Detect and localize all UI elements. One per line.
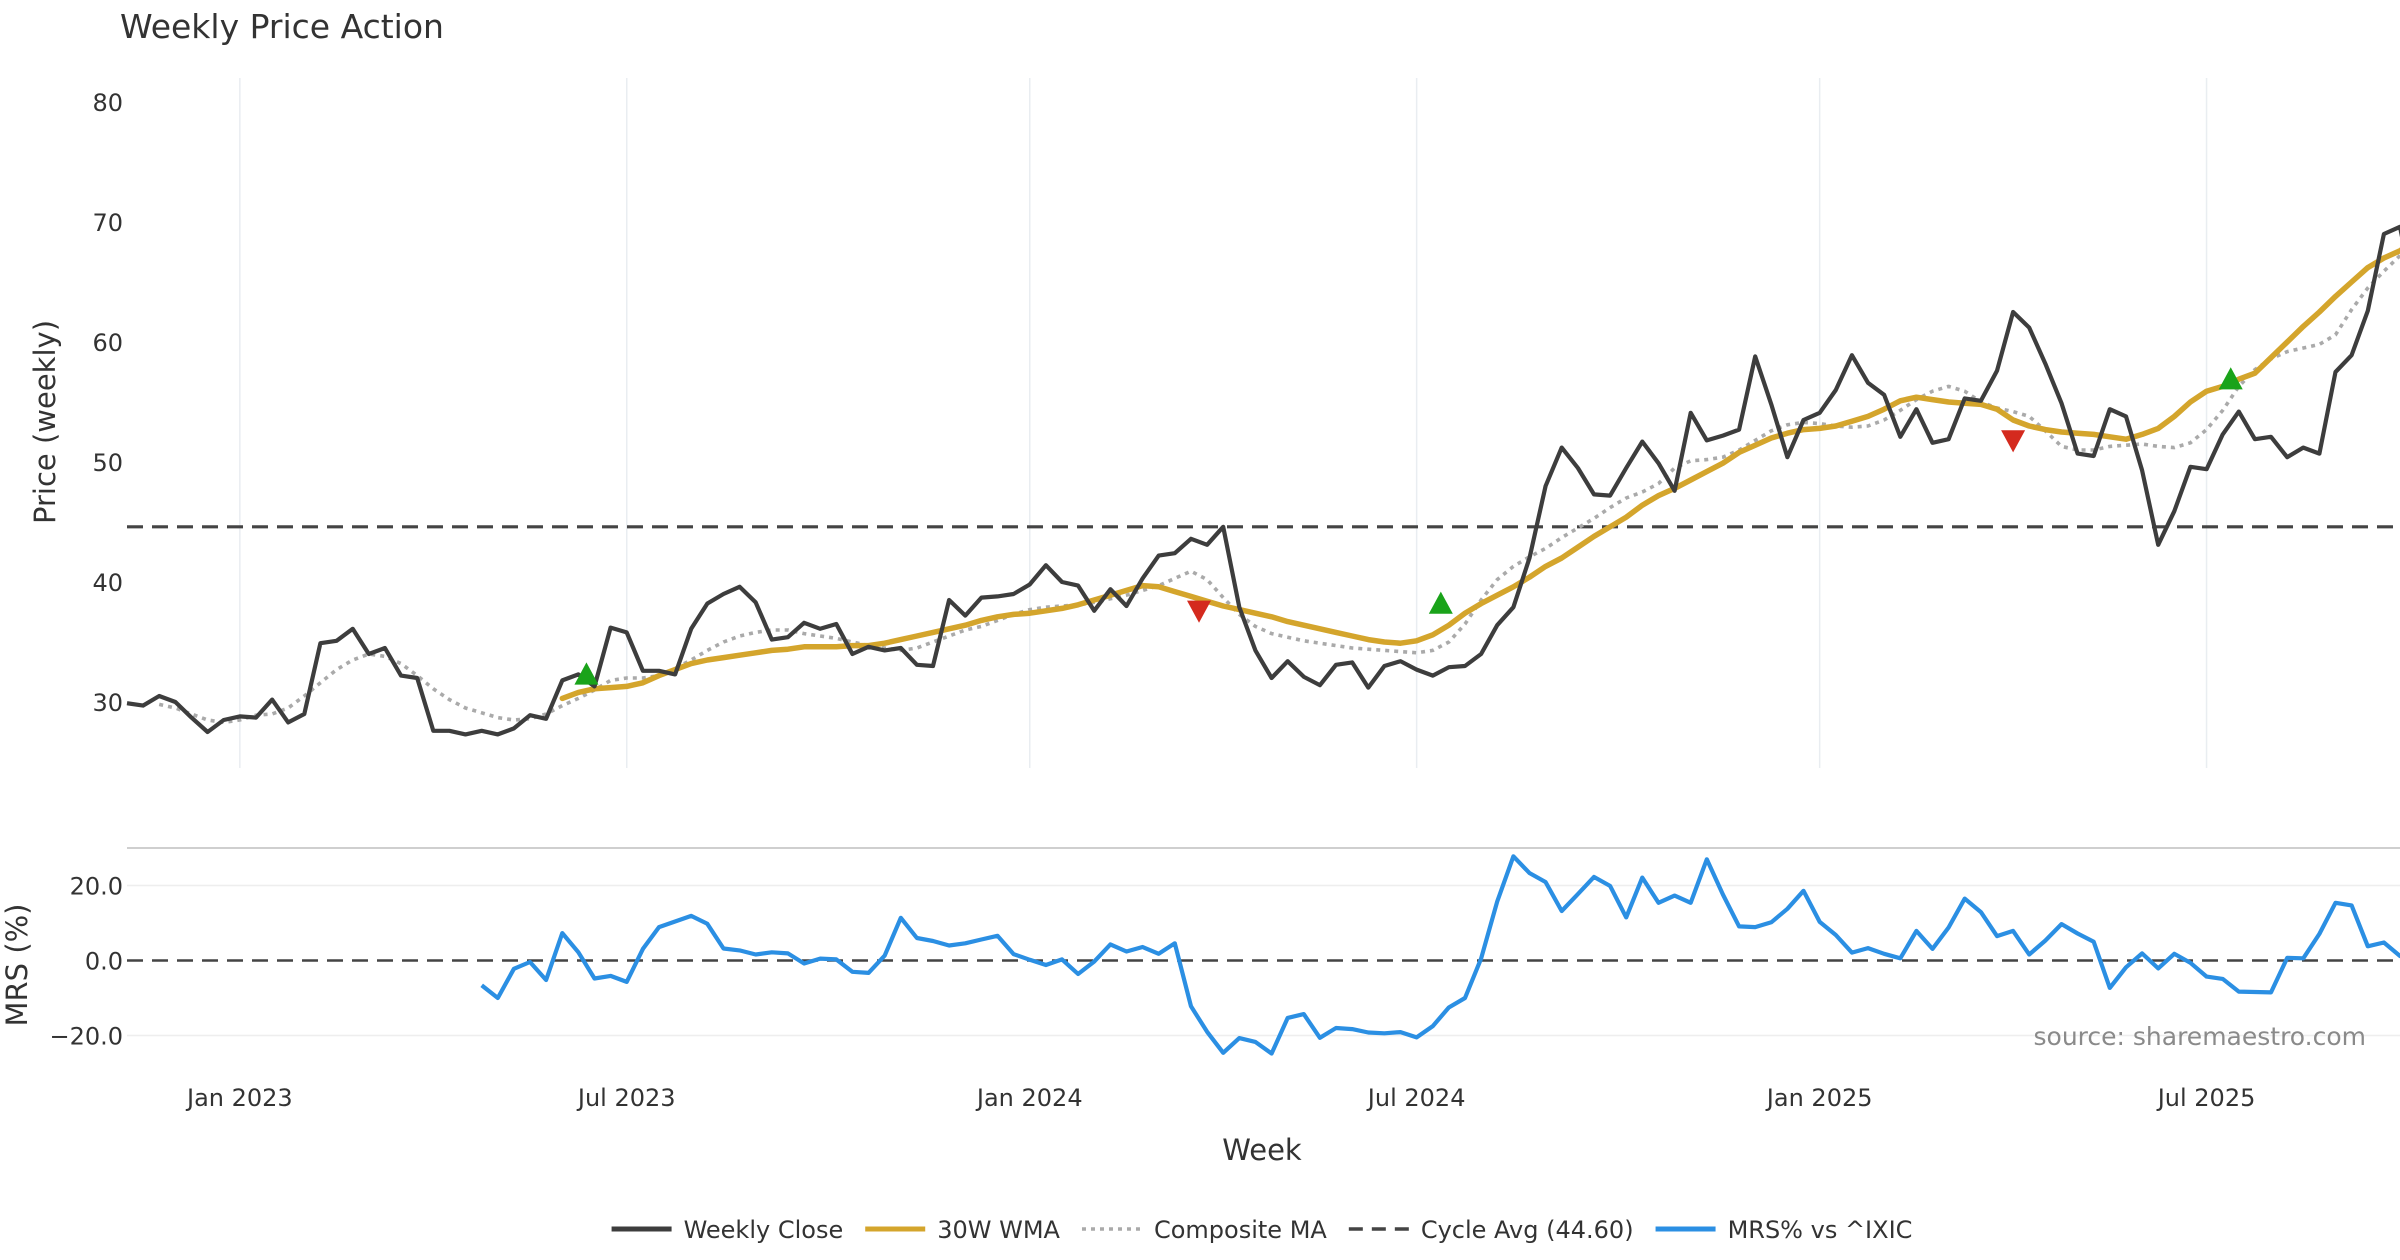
legend-label: 30W WMA [937,1216,1060,1244]
legend-label: Composite MA [1154,1216,1327,1244]
legend-label: Weekly Close [684,1216,844,1244]
series-weekly-close [126,224,2400,737]
price-y-axis-label: Price (weekly) [28,320,62,524]
mrs-y-axis: 20.0 0.0 −20.0 [49,873,123,1051]
price-series [126,224,2400,737]
legend-label: MRS% vs ^IXIC [1728,1216,1913,1244]
chart-title: Weekly Price Action [120,7,444,46]
sell-signal-marker [1187,600,1212,623]
price-y-axis: 30 40 50 60 70 80 [92,89,123,717]
legend-item: Composite MA [1081,1216,1327,1244]
mrs-grid [127,847,2400,1037]
buy-signal-marker [2218,367,2243,390]
series-composite-ma [158,253,2400,725]
x-tick-label: Jul 2025 [2156,1084,2256,1112]
price-y-tick-label: 50 [92,449,123,477]
legend-item: Cycle Avg (44.60) [1348,1216,1634,1244]
price-y-tick-label: 30 [92,689,123,717]
mrs-y-tick-label: 20.0 [70,873,123,901]
source-note: source: sharemaestro.com [2034,1022,2367,1051]
mrs-series [127,854,2400,1056]
legend-item: MRS% vs ^IXIC [1655,1216,1913,1244]
x-tick-label: Jul 2024 [1366,1084,1466,1112]
sell-signal-marker [2001,430,2026,453]
legend: Weekly Close 30W WMA Composite MA Cycle Avg… [611,1216,1913,1244]
x-tick-label: Jan 2025 [1765,1084,1873,1112]
mrs-y-axis-label: MRS (%) [0,904,34,1027]
price-y-tick-label: 70 [92,209,123,237]
legend-item: 30W WMA [865,1216,1061,1244]
price-y-tick-label: 80 [92,89,123,117]
series-30w-wma [559,247,2400,702]
price-y-tick-label: 40 [92,569,123,597]
signal-markers [574,367,2243,685]
x-tick-label: Jan 2023 [185,1084,293,1112]
mrs-y-tick-label: 0.0 [85,948,123,976]
buy-signal-marker [574,662,599,685]
legend-label: Cycle Avg (44.60) [1421,1216,1634,1244]
series-mrs [480,854,2400,1056]
x-tick-label: Jan 2024 [975,1084,1083,1112]
price-grid [239,78,2208,768]
price-y-tick-label: 60 [92,329,123,357]
x-axis-label: Week [1222,1133,1302,1167]
x-tick-label: Jul 2023 [576,1084,676,1112]
legend-item: Weekly Close [611,1216,844,1244]
x-axis: Jan 2023 Jul 2023 Jan 2024 Jul 2024 Jan 2025… [185,1084,2255,1112]
buy-signal-marker [1428,591,1453,614]
mrs-y-tick-label: −20.0 [49,1023,123,1051]
